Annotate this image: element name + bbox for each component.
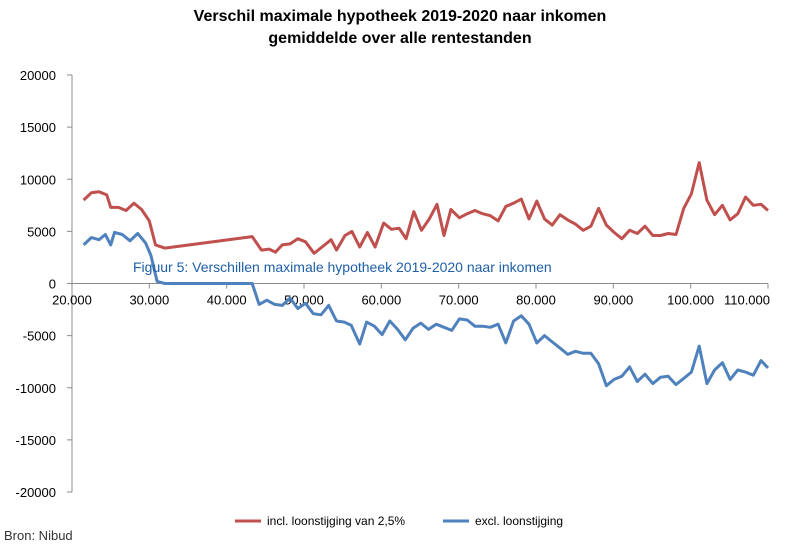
- y-tick-label: 5000: [27, 224, 56, 239]
- chart-title-line-1: Verschil maximale hypotheek 2019-2020 na…: [193, 8, 607, 25]
- x-tick-label: 100.000: [667, 293, 714, 308]
- y-tick-label: -10000: [16, 381, 56, 396]
- series-line-1: [82, 161, 769, 255]
- x-tick-label: 80.000: [516, 293, 556, 308]
- x-tick-label: 30.000: [129, 293, 169, 308]
- chart-series: [82, 161, 770, 388]
- legend-label-1: incl. loonstijging van 2,5%: [267, 514, 405, 528]
- x-tick-label: 70.000: [439, 293, 479, 308]
- y-tick-label: 10000: [20, 172, 56, 187]
- y-tick-label: 15000: [20, 120, 56, 135]
- legend-label-2: excl. loonstijging: [475, 514, 563, 528]
- source-note: Bron: Nibud: [4, 528, 73, 543]
- x-axis-ticks: 20.000 30.000 40.000 50.000 60.000 70.000 80.0…: [52, 283, 770, 308]
- y-tick-label: -20000: [16, 485, 56, 500]
- x-tick-label: 90.000: [593, 293, 633, 308]
- y-tick-label: -15000: [16, 433, 56, 448]
- x-tick-label: 20.000: [52, 293, 92, 308]
- x-tick-label: 60.000: [361, 293, 401, 308]
- y-tick-label: 0: [49, 277, 56, 292]
- x-tick-label: 40.000: [207, 293, 247, 308]
- series-line-2: [82, 230, 770, 388]
- y-tick-label: -5000: [23, 329, 56, 344]
- y-tick-label: 20000: [20, 68, 56, 83]
- figure-annotation: Figuur 5: Verschillen maximale hypotheek…: [133, 259, 552, 275]
- x-tick-label: 110.000: [724, 293, 770, 308]
- y-axis-ticks: 20000 15000 10000 5000 0 -5000 -10000 -15000 -20…: [16, 68, 72, 500]
- chart-legend: incl. loonstijging van 2,5% excl. loonsti…: [235, 514, 563, 528]
- chart-title: Verschil maximale hypotheek 2019-2020 na…: [0, 6, 800, 50]
- chart-title-line-2: gemiddelde over alle rentestanden: [268, 30, 532, 47]
